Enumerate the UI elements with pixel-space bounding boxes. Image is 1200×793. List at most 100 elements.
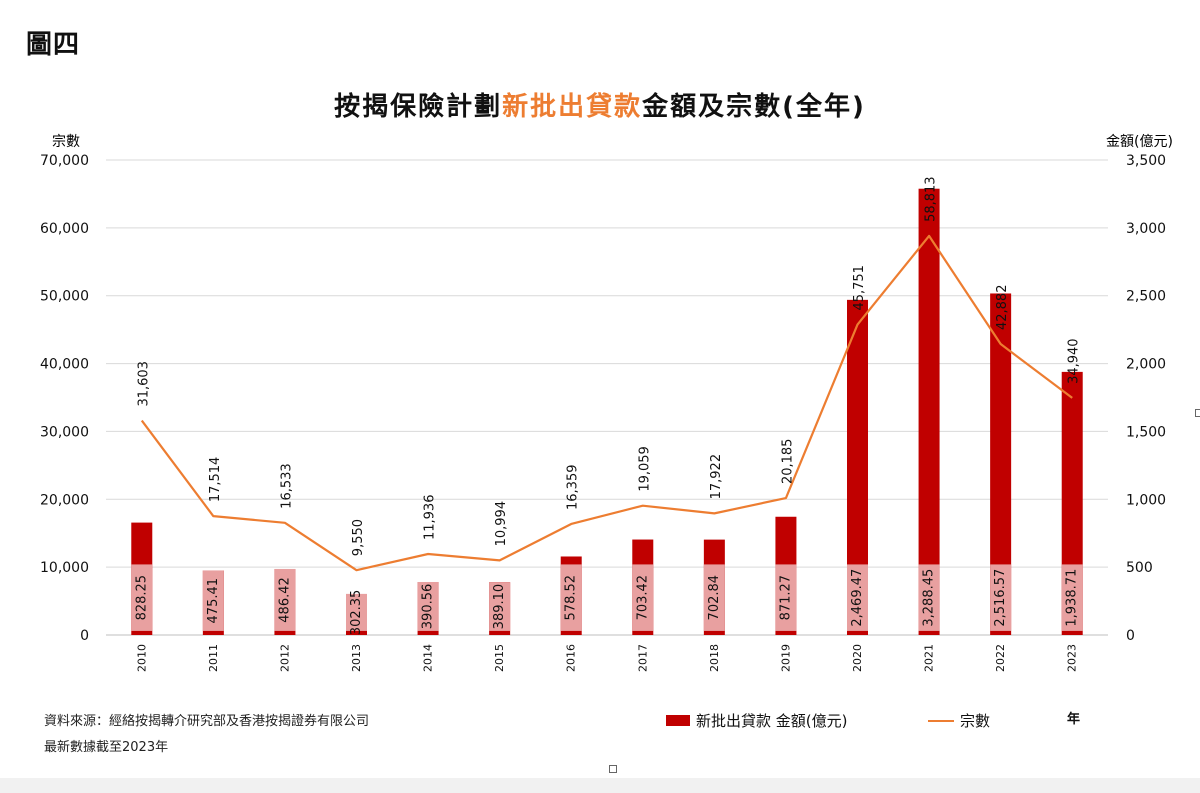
bar-labels-layer: 828.25 475.41 486.42 302.35 390.56 389.10 578.… — [134, 569, 1079, 635]
line-data-label: 34,940 — [1067, 338, 1082, 384]
line-data-label: 58,813 — [924, 176, 939, 222]
right-tick-label: 2,000 — [1126, 357, 1166, 373]
bar-label-band — [990, 564, 1012, 631]
line-data-label: 17,922 — [709, 454, 724, 500]
bar-data-label: 2,469.47 — [850, 569, 865, 627]
bar-label-band — [346, 593, 367, 631]
selection-handle-right[interactable] — [1195, 409, 1200, 417]
line-data-label: 45,751 — [852, 265, 867, 311]
bar-label-band — [560, 564, 582, 631]
right-tick-label: 3,500 — [1126, 153, 1166, 169]
legend-item-bar: 新批出貸款 金額(億元) — [666, 710, 847, 731]
bar-data-label: 389.10 — [492, 584, 507, 630]
x-tick-label: 2023 — [1066, 644, 1079, 672]
x-tick-label: 2018 — [708, 644, 721, 672]
legend-label-line: 宗數 — [960, 712, 991, 730]
x-tick-label: 2012 — [278, 644, 291, 672]
x-tick-label: 2022 — [994, 644, 1007, 672]
bar-data-label: 2,516.57 — [993, 569, 1008, 627]
x-tick-label: 2014 — [422, 644, 435, 672]
bar-label-band — [1061, 564, 1083, 631]
left-tick-label: 20,000 — [40, 492, 89, 508]
bar-data-label: 828.25 — [134, 575, 149, 621]
legend-swatch-line — [928, 719, 954, 722]
left-tick-label: 10,000 — [40, 560, 89, 576]
bar-data-label: 302.35 — [349, 590, 364, 636]
grid-layer — [106, 159, 1108, 636]
line-data-label: 42,882 — [995, 285, 1010, 330]
x-tick-label: 2010 — [135, 644, 148, 672]
bar-label-band — [703, 564, 725, 631]
line-data-label: 19,059 — [637, 446, 652, 492]
left-tick-label: 70,000 — [40, 153, 89, 169]
x-tick-label: 2017 — [636, 644, 649, 672]
bar-data-label: 702.84 — [707, 575, 722, 621]
bar-data-label: 871.27 — [778, 575, 793, 621]
x-tick-label: 2015 — [493, 644, 506, 672]
bar-data-label: 390.56 — [421, 584, 436, 630]
right-tick-label: 500 — [1126, 560, 1153, 576]
x-tick-label: 2016 — [565, 644, 578, 672]
x-tick-label: 2013 — [350, 644, 363, 672]
source-note: 資料來源：經絡按揭轉介研究部及香港按揭證券有限公司 — [44, 714, 370, 729]
selection-handle-bottom[interactable] — [609, 765, 617, 773]
bar-label-band — [417, 581, 439, 631]
bar-label-band — [202, 570, 224, 631]
chart-title-part2: 金額及宗數(全年) — [642, 92, 866, 122]
bar-data-label: 486.42 — [277, 577, 292, 623]
bar-data-label: 578.52 — [564, 575, 579, 621]
left-tick-label: 40,000 — [40, 357, 89, 373]
left-tick-label: 0 — [80, 628, 89, 644]
line-data-label: 11,936 — [423, 495, 438, 541]
line-data-label: 16,359 — [566, 464, 581, 510]
x-tick-label: 2011 — [207, 644, 220, 672]
line-labels-layer: 31,603 17,514 16,533 9,550 11,936 10,994 16,35… — [136, 176, 1081, 556]
bar-label-band — [131, 564, 153, 631]
window-bottom-strip — [0, 778, 1200, 793]
right-tick-label: 0 — [1126, 628, 1135, 644]
right-tick-label: 3,000 — [1126, 221, 1166, 237]
line-data-label: 16,533 — [279, 463, 294, 509]
bar-label-band — [918, 564, 940, 631]
line-series-count — [140, 234, 1073, 572]
left-tick-label: 50,000 — [40, 289, 89, 305]
line-data-label: 9,550 — [351, 519, 366, 556]
right-axis-label: 金額(億元) — [1106, 134, 1173, 150]
left-axis-ticks: 0 10,000 20,000 30,000 40,000 50,000 60,000 70,… — [40, 153, 89, 644]
x-axis-unit-label: 年 — [1067, 712, 1081, 727]
right-tick-label: 2,500 — [1126, 289, 1166, 305]
bar — [990, 293, 1012, 635]
right-tick-label: 1,000 — [1126, 492, 1166, 508]
bar-data-label: 1,938.71 — [1065, 569, 1080, 627]
bar-data-label: 703.42 — [635, 575, 650, 621]
line-data-label: 10,994 — [494, 501, 509, 546]
legend-swatch-bar — [666, 715, 690, 726]
left-axis-label: 宗數 — [52, 134, 80, 150]
line-data-label: 20,185 — [780, 439, 795, 485]
x-tick-label: 2020 — [851, 644, 864, 672]
bar-label-band — [489, 582, 511, 631]
bar — [847, 299, 868, 635]
bar-data-label: 475.41 — [206, 578, 221, 624]
x-tick-label: 2019 — [779, 644, 792, 672]
x-tick-label: 2021 — [923, 644, 936, 672]
bars-layer — [131, 188, 1083, 635]
left-tick-label: 30,000 — [40, 424, 89, 440]
right-axis-ticks: 0 500 1,000 1,500 2,000 2,500 3,000 3,500 — [1126, 153, 1166, 644]
x-axis-ticks: 2010 2011 2012 2013 2014 2015 2016 2017 2018 2019… — [135, 644, 1078, 672]
bar-data-label: 3,288.45 — [922, 569, 937, 627]
figure-label: 圖四 — [26, 30, 81, 60]
chart-title-part1: 按揭保險計劃 — [334, 92, 503, 122]
bar — [918, 188, 940, 635]
left-tick-label: 60,000 — [40, 221, 89, 237]
right-tick-label: 1,500 — [1126, 424, 1166, 440]
legend-label-bar: 新批出貸款 金額(億元) — [696, 712, 848, 730]
line-data-label: 17,514 — [208, 457, 223, 503]
bar-label-band — [847, 564, 868, 631]
bar-label-band — [274, 568, 296, 631]
chart-title: 按揭保險計劃新批出貸款金額及宗數(全年) — [0, 86, 1200, 123]
line-layer — [140, 234, 1073, 572]
line-data-label: 31,603 — [136, 361, 151, 407]
date-note: 最新數據截至2023年 — [44, 740, 169, 755]
